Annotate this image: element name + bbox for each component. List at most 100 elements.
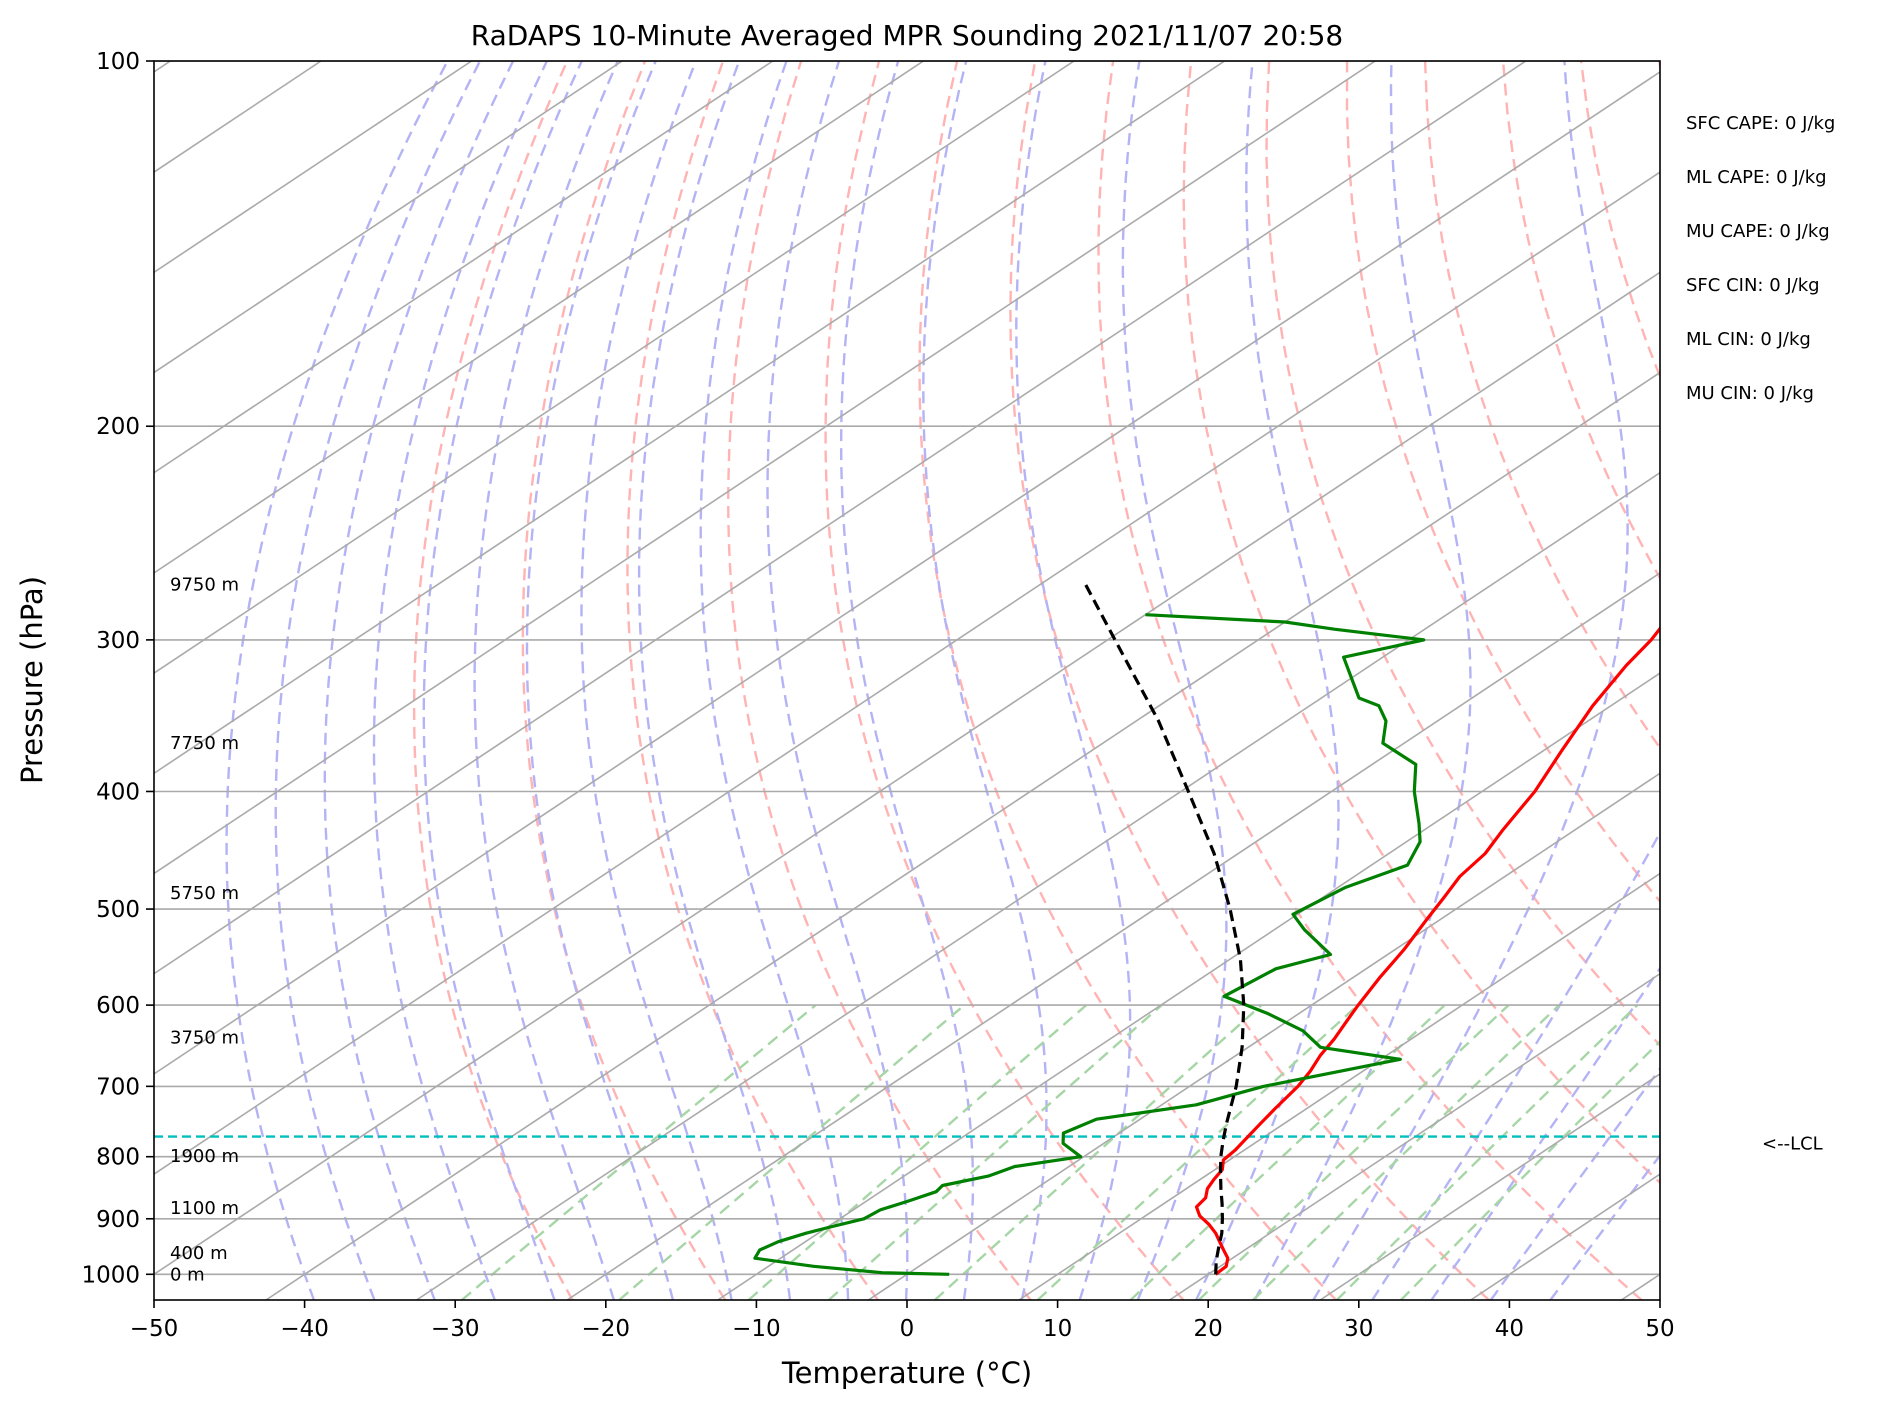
isotherm xyxy=(154,61,1527,975)
moist-adiabat xyxy=(473,61,619,1300)
dry-adiabat xyxy=(626,61,879,1300)
height-label: 9750 m xyxy=(170,574,239,595)
moist-adiabat xyxy=(422,61,583,1300)
dry-adiabat xyxy=(1737,61,1882,1300)
isotherm xyxy=(154,61,1075,675)
isotherm xyxy=(717,672,1660,1300)
parameter-label: MU CIN: 0 J/kg xyxy=(1686,383,1814,404)
x-axis-ticks: −50 −40 −30 −20 −10 0 10 20 30 40 50 xyxy=(130,1300,1675,1342)
dry-adiabat xyxy=(1423,61,1660,751)
moist-adiabat xyxy=(840,61,975,1300)
dry-adiabat xyxy=(1009,61,1490,1300)
isotherm xyxy=(416,471,1660,1300)
parameter-label: MU CAPE: 0 J/kg xyxy=(1686,221,1830,242)
moist-adiabat xyxy=(1015,61,1132,1300)
y-tick-label: 700 xyxy=(96,1074,140,1100)
isotherm xyxy=(265,371,1660,1300)
x-tick-label: 20 xyxy=(1194,1316,1223,1342)
x-tick-label: 50 xyxy=(1645,1316,1674,1342)
dry-adiabat xyxy=(1658,61,1660,74)
x-tick-label: 30 xyxy=(1344,1316,1373,1342)
x-tick-label: −10 xyxy=(732,1316,781,1342)
y-tick-label: 500 xyxy=(96,897,140,923)
height-label: 400 m xyxy=(170,1243,228,1264)
moist-adiabat xyxy=(1312,61,1629,1300)
background-lines xyxy=(154,61,1882,1300)
dry-adiabat xyxy=(1265,61,1660,1047)
y-tick-label: 400 xyxy=(96,779,140,805)
mixing-ratio-line xyxy=(747,1004,1088,1300)
moist-adiabat xyxy=(922,61,1048,1300)
dry-adiabat xyxy=(1501,61,1660,581)
mixing-ratio-line xyxy=(1335,1004,1639,1300)
isotherm xyxy=(566,571,1660,1300)
dry-adiabat xyxy=(918,61,1337,1300)
isotherm xyxy=(154,61,774,474)
isotherm xyxy=(154,271,1660,1276)
parameter-label: ML CIN: 0 J/kg xyxy=(1686,329,1811,350)
dewpoint-line xyxy=(753,613,1426,1276)
y-axis-label: Pressure (hPa) xyxy=(15,576,49,784)
mixing-ratio-line xyxy=(934,1004,1263,1300)
dry-adiabat xyxy=(412,61,574,1300)
mixing-ratio-line xyxy=(1129,1004,1446,1300)
isotherm xyxy=(154,61,623,374)
lcl-label: <--LCL xyxy=(1762,1134,1823,1155)
isotherm xyxy=(154,171,1660,1176)
x-tick-label: −40 xyxy=(280,1316,329,1342)
y-axis-ticks: 100 200 300 400 500 600 700 800 900 1000 xyxy=(81,49,154,1288)
parameter-label: SFC CAPE: 0 J/kg xyxy=(1686,113,1835,134)
dry-adiabat xyxy=(1815,61,1882,1300)
isotherm xyxy=(154,61,473,274)
y-tick-label: 600 xyxy=(96,993,140,1019)
dry-adiabat xyxy=(726,61,1032,1300)
height-label: 5750 m xyxy=(170,883,239,904)
moist-adiabat xyxy=(525,61,675,1300)
dry-adiabat xyxy=(1345,61,1660,904)
isotherm xyxy=(1470,1173,1660,1300)
x-tick-label: −20 xyxy=(582,1316,631,1342)
parcel-path-line xyxy=(1084,583,1246,1275)
y-tick-label: 900 xyxy=(96,1207,140,1233)
isotherm xyxy=(154,70,1660,1075)
y-tick-label: 1000 xyxy=(81,1262,140,1288)
moist-adiabat xyxy=(225,61,449,1300)
moist-adiabat xyxy=(1371,830,1660,1300)
x-axis-label: Temperature (°C) xyxy=(781,1356,1032,1390)
moist-adiabat xyxy=(637,61,792,1300)
parameter-labels: SFC CAPE: 0 J/kg ML CAPE: 0 J/kg MU CAPE: … xyxy=(1686,113,1835,404)
mixing-ratio-line xyxy=(1400,1039,1660,1300)
isotherm xyxy=(1018,872,1660,1300)
isotherm xyxy=(154,61,924,574)
y-tick-label: 800 xyxy=(96,1145,140,1171)
moist-adiabat xyxy=(372,61,548,1300)
moist-adiabat xyxy=(699,61,850,1300)
y-tick-label: 300 xyxy=(96,628,140,654)
moist-adiabat xyxy=(1121,61,1228,1300)
height-label: 1900 m xyxy=(170,1146,239,1167)
dry-adiabat xyxy=(1182,61,1660,1185)
height-label: 0 m xyxy=(170,1264,205,1285)
moist-adiabat xyxy=(580,61,733,1300)
moist-adiabat xyxy=(1195,61,1340,1300)
mixing-ratio-line xyxy=(828,1004,1163,1300)
isotherm xyxy=(154,61,1226,775)
plot-frame xyxy=(153,60,1661,1301)
isotherm xyxy=(1319,1072,1660,1300)
height-label: 7750 m xyxy=(170,733,239,754)
mixing-ratio-line xyxy=(1252,1004,1561,1300)
parameter-label: ML CAPE: 0 J/kg xyxy=(1686,167,1827,188)
sounding-traces xyxy=(753,583,1660,1276)
isotherm xyxy=(154,61,1376,875)
temperature-line xyxy=(1194,625,1660,1276)
x-tick-label: −50 xyxy=(130,1316,179,1342)
height-label: 3750 m xyxy=(170,1027,239,1048)
dry-adiabat xyxy=(824,61,1185,1300)
moist-adiabat xyxy=(766,61,909,1300)
isotherm xyxy=(1169,972,1660,1300)
chart-title: RaDAPS 10-Minute Averaged MPR Sounding 2… xyxy=(471,19,1343,52)
parameter-label: SFC CIN: 0 J/kg xyxy=(1686,275,1820,296)
moist-adiabat xyxy=(1489,1066,1660,1300)
x-tick-label: 10 xyxy=(1043,1316,1072,1342)
